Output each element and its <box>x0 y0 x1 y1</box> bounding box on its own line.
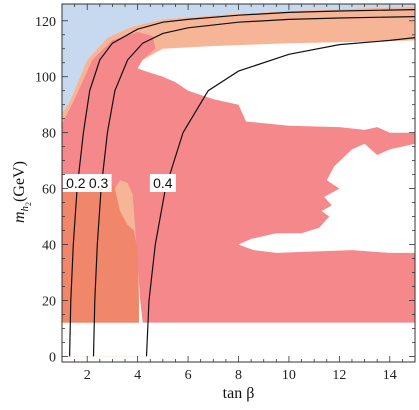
y-tick-label: 120 <box>35 15 56 30</box>
x-tick-label: 12 <box>332 368 346 383</box>
plot-area <box>62 4 415 362</box>
y-tick-label: 80 <box>42 127 56 142</box>
contour-label-value: 0.2 <box>66 175 86 191</box>
y-axis-title-main: m <box>11 211 28 223</box>
red-region <box>62 32 415 323</box>
y-axis-title-subsub: 2 <box>24 202 33 206</box>
contour-label-box <box>149 174 176 192</box>
x-tick-label: 14 <box>383 368 397 383</box>
contour-label-box <box>85 174 112 192</box>
y-tick-label: 20 <box>42 294 56 309</box>
contour-label-value: 0.4 <box>153 175 173 191</box>
x-tick-label: 4 <box>134 368 141 383</box>
x-axis-title: tan β <box>223 385 255 402</box>
contour-label-box <box>62 174 89 192</box>
blue-excluded-region <box>62 4 415 114</box>
y-tick-label: 0 <box>49 350 56 365</box>
contour-line-0-4 <box>145 37 415 357</box>
y-tick-label: 100 <box>35 71 56 86</box>
contour-line-0-3 <box>92 16 415 357</box>
y-tick-label: 40 <box>42 239 56 254</box>
x-tick-label: 6 <box>185 368 192 383</box>
y-axis-title-sub: h <box>19 205 31 211</box>
bottom-white-strip <box>62 322 415 362</box>
contour-label-0-4: 0.4 <box>149 174 176 192</box>
contour-line-0-2 <box>69 9 415 357</box>
y-axis-title-unit: (GeV) <box>11 161 28 202</box>
contour-label-0-3: 0.3 <box>85 174 112 192</box>
y-axis-title: mh2(GeV) <box>11 161 33 223</box>
x-tick-label: 8 <box>235 368 242 383</box>
dark-orange-region <box>62 174 139 357</box>
x-tick-label: 2 <box>84 368 91 383</box>
contour-label-value: 0.3 <box>89 175 109 191</box>
contour-label-0-2: 0.2 <box>62 174 89 192</box>
y-tick-label: 60 <box>42 183 56 198</box>
x-tick-label: 10 <box>282 368 296 383</box>
